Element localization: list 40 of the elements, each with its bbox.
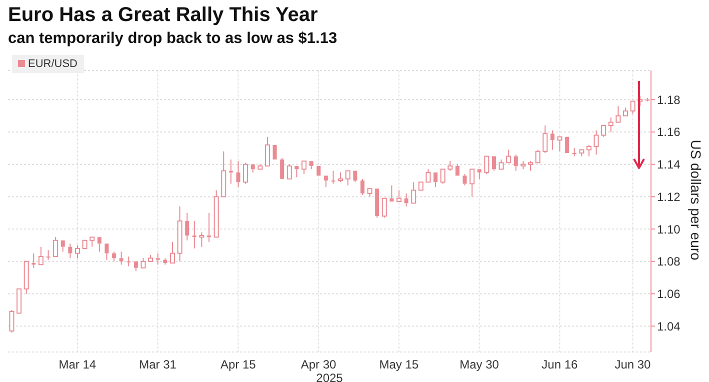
candlestick — [228, 158, 233, 184]
y-tick-label: 1.18 — [657, 92, 681, 107]
candlestick — [608, 116, 614, 132]
chart-subtitle: can temporarily drop back to as low as $1.13 — [8, 30, 338, 48]
legend-label: EUR/USD — [27, 58, 78, 70]
y-tick-label: 1.12 — [657, 190, 681, 204]
candlestick — [192, 220, 196, 249]
candlestick — [404, 192, 408, 207]
candlestick — [177, 206, 182, 262]
x-tick-label: Apr 15 — [220, 358, 256, 372]
y-tick-label: 1.06 — [657, 287, 681, 302]
x-tick-label: Apr 30 — [300, 358, 337, 372]
y-tick-label: 1.10 — [657, 222, 681, 236]
y-tick-label: 1.14 — [657, 158, 681, 172]
y-tick-label: 1.16 — [657, 125, 681, 140]
y-tick-label: 1.08 — [657, 254, 681, 269]
candlestick — [462, 174, 467, 186]
candlestick — [514, 154, 518, 172]
y-tick-label: 1.04 — [657, 319, 681, 334]
candlestick — [32, 252, 36, 268]
candlestick — [448, 160, 453, 172]
candlestick — [119, 251, 124, 266]
candlestick — [360, 178, 364, 196]
candlestick — [156, 252, 160, 266]
x-axis-title: 2025 — [316, 371, 344, 382]
candlestick — [550, 130, 554, 150]
candlestick — [68, 243, 72, 259]
candlestick — [163, 258, 168, 266]
candlestick — [236, 160, 240, 188]
candlestick — [207, 212, 212, 242]
x-tick-label: May 15 — [379, 358, 419, 372]
candlestick — [185, 212, 190, 241]
y-axis-title: US dollars per euro — [688, 140, 704, 260]
x-tick-label: Jun 16 — [542, 358, 578, 372]
x-tick-label: May 30 — [460, 358, 500, 372]
chart-title: Euro Has a Great Rally This Year — [8, 4, 318, 27]
x-tick-label: Mar 14 — [58, 358, 96, 372]
candlestick — [112, 251, 116, 262]
x-tick-label: Jun 30 — [614, 358, 652, 372]
x-tick-label: Mar 31 — [139, 358, 177, 372]
